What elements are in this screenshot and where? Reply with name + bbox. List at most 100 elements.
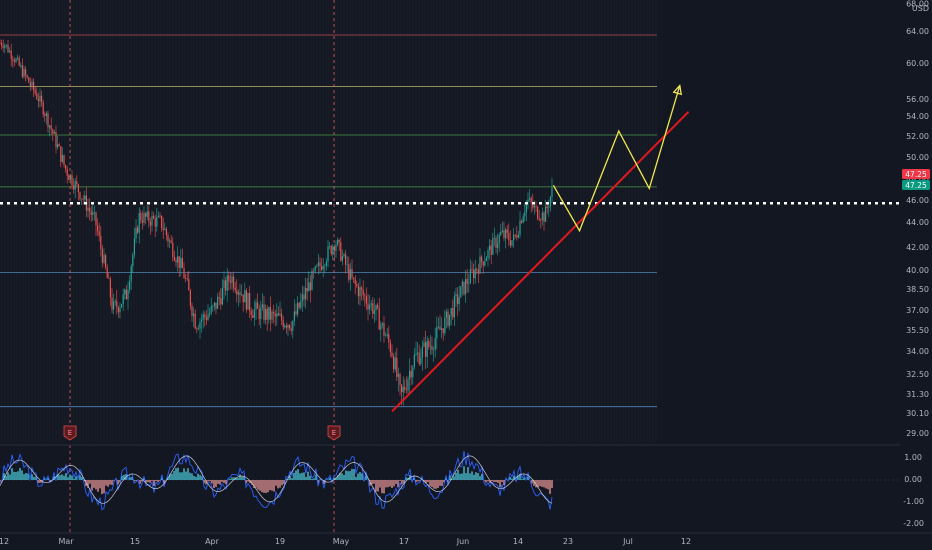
candle-body: [145, 213, 147, 217]
candle-body: [34, 90, 36, 94]
candle-body: [532, 202, 534, 208]
candle-body: [49, 125, 51, 128]
candle-body: [28, 77, 30, 83]
candle-body: [164, 228, 166, 230]
time-axis[interactable]: 12 Mar 15 Apr 19 May 17 Jun 14 23 Jul 12: [0, 532, 932, 550]
candle-body: [279, 313, 281, 316]
projection-path[interactable]: [552, 85, 681, 233]
earnings-marker[interactable]: E: [327, 425, 341, 441]
candlesticks[interactable]: [0, 38, 553, 406]
candle-body: [247, 292, 249, 310]
candle-body: [258, 308, 260, 320]
candle-body: [399, 374, 401, 385]
candle-body: [52, 129, 54, 134]
price-tick: 30.10: [906, 409, 929, 418]
candle-body: [202, 314, 204, 320]
candle-body: [105, 255, 107, 268]
candle-body: [317, 262, 319, 266]
price-tick: 60.00: [906, 59, 929, 68]
candle-body: [225, 280, 227, 291]
earnings-marker[interactable]: E: [63, 425, 77, 441]
candle-body: [373, 310, 375, 314]
candle-body: [501, 230, 503, 233]
candle-body: [141, 220, 143, 223]
time-tick: 17: [399, 537, 409, 546]
price-tick: 29.00: [906, 429, 929, 438]
candle-body: [338, 239, 340, 243]
candle-body: [357, 286, 359, 297]
candle-body: [457, 294, 459, 305]
candle-body: [423, 342, 425, 347]
candle-body: [87, 207, 89, 211]
candle-body: [5, 44, 7, 46]
oscillator-pane[interactable]: [0, 444, 932, 511]
candle-body: [241, 294, 243, 296]
candle-body: [495, 237, 497, 248]
price-tick: 56.00: [906, 95, 929, 104]
candle-body: [212, 305, 214, 307]
candle-body: [330, 246, 332, 254]
candle-body: [301, 294, 303, 301]
candle-body: [295, 311, 297, 315]
candle-body: [481, 256, 483, 262]
time-tick: 23: [563, 537, 573, 546]
candle-body: [380, 324, 382, 330]
candle-body: [12, 58, 14, 61]
candle-body: [348, 264, 350, 280]
candle-body: [173, 257, 175, 261]
price-tick: 64.00: [906, 27, 929, 36]
candle-body: [405, 389, 407, 391]
candle-body: [354, 279, 356, 285]
candle-body: [20, 65, 22, 66]
candle-body: [346, 264, 348, 265]
candle-body: [234, 287, 236, 291]
candle-body: [314, 266, 316, 272]
candle-body: [135, 227, 137, 239]
candle-body: [81, 198, 83, 200]
candle-body: [282, 320, 284, 327]
candle-body: [450, 308, 452, 315]
candle-body: [391, 352, 393, 357]
candle-body: [345, 254, 347, 265]
candle-body: [108, 278, 110, 279]
candle-body: [474, 268, 476, 279]
osc-tick: -1.00: [903, 497, 924, 506]
candle-body: [476, 268, 478, 270]
candle-body: [466, 278, 468, 284]
candle-body: [428, 340, 430, 347]
candle-body: [465, 278, 467, 295]
price-label-green: 47.25: [902, 180, 930, 190]
candle-body: [161, 215, 163, 228]
candle-body: [194, 313, 196, 329]
candle-body: [151, 215, 153, 226]
candle-body: [361, 287, 363, 290]
candle-body: [298, 302, 300, 308]
candle-body: [221, 287, 223, 305]
osc-tick: 0.00: [904, 475, 922, 484]
candle-body: [157, 215, 159, 218]
candle-body: [117, 307, 119, 313]
candle-body: [505, 229, 507, 238]
candle-body: [140, 213, 142, 221]
candle-body: [281, 313, 283, 321]
candle-body: [353, 277, 355, 280]
candle-body: [402, 387, 404, 393]
candle-body: [324, 265, 326, 267]
price-axis[interactable]: USD 29.00 30.10 31.30 32.50 34.00 35.50 37.00 3…: [900, 0, 932, 550]
candle-body: [426, 340, 428, 357]
candle-body: [273, 311, 275, 314]
svg-text:47.25: 47.25: [905, 181, 927, 190]
price-tick: 38.50: [906, 285, 929, 294]
candle-body: [365, 296, 367, 304]
candle-body: [289, 325, 291, 329]
price-tick: 37.00: [906, 306, 929, 315]
trendline[interactable]: [391, 111, 690, 413]
candle-body: [303, 294, 305, 300]
candle-body: [137, 227, 139, 233]
candle-body: [66, 169, 68, 176]
candle-body: [0, 43, 1, 44]
candle-body: [434, 338, 436, 350]
candle-body: [58, 144, 60, 147]
candle-body: [7, 44, 9, 52]
